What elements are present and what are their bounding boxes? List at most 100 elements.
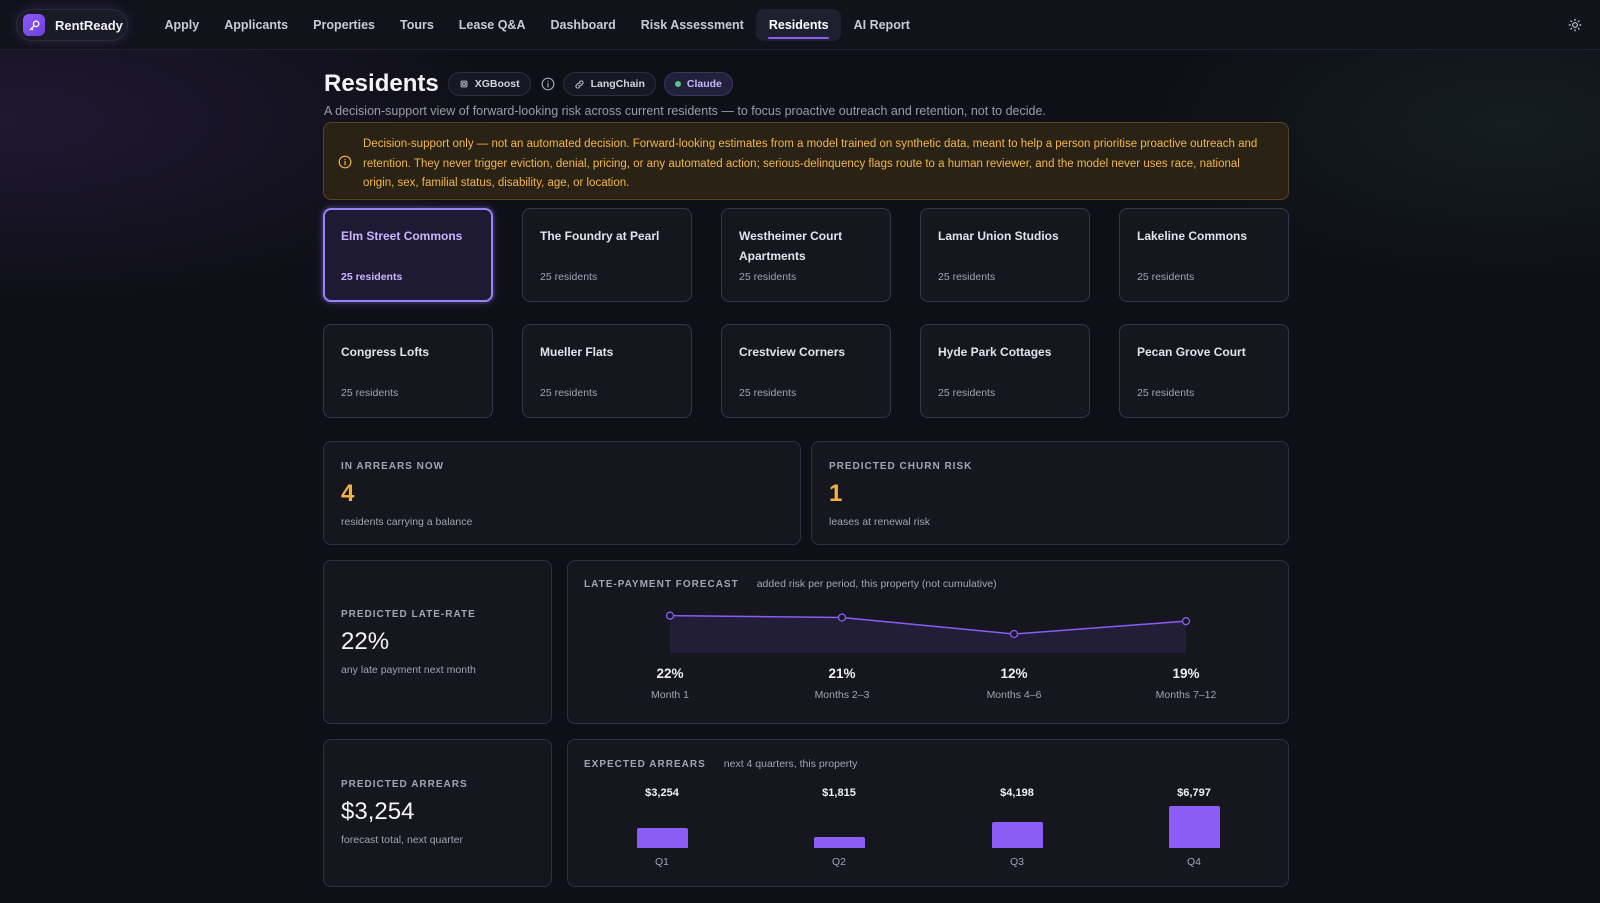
resident-count: 25 residents — [540, 271, 598, 283]
claude-badge: Claude — [663, 72, 733, 96]
nav-residents[interactable]: Residents — [756, 9, 842, 41]
page-subtitle: A decision-support view of forward-looki… — [324, 104, 1046, 118]
forecast-value: 12% — [1000, 666, 1028, 681]
forecast-point — [837, 613, 847, 622]
nav-apply[interactable]: Apply — [164, 18, 200, 32]
bar-category-label: Q1 — [654, 856, 669, 868]
resident-count: 25 residents — [341, 387, 399, 399]
claude-label: Claude — [686, 78, 722, 90]
property-card[interactable]: Westheimer Court Apartments 25 residents — [721, 208, 891, 302]
resident-count: 25 residents — [938, 271, 996, 283]
late-rate-card: PREDICTED LATE-RATE 22% any late payment… — [323, 560, 552, 724]
bar-value-label: $4,198 — [1000, 787, 1034, 799]
chart-title: LATE-PAYMENT FORECAST — [584, 579, 739, 590]
stat-label: PREDICTED CHURN RISK — [829, 461, 973, 472]
stat-sub: forecast total, next quarter — [341, 834, 463, 846]
page-title: Residents — [324, 70, 439, 97]
property-card[interactable]: Crestview Corners 25 residents — [721, 324, 891, 418]
arrears-bar — [1169, 806, 1220, 848]
property-card[interactable]: Lakeline Commons 25 residents — [1119, 208, 1289, 302]
bar-value-label: $1,815 — [822, 787, 856, 799]
property-name: Hyde Park Cottages — [938, 345, 1052, 359]
brand-logo[interactable]: RentReady — [16, 9, 128, 41]
forecast-period: Months 4–6 — [986, 689, 1042, 701]
brand-name: RentReady — [55, 17, 123, 33]
stat-value: $3,254 — [341, 798, 415, 825]
stat-value: 1 — [829, 480, 843, 507]
nav-risk-assessment[interactable]: Risk Assessment — [640, 18, 744, 32]
stat-sub: any late payment next month — [341, 664, 476, 676]
stat-label: IN ARREARS NOW — [341, 461, 445, 472]
key-icon — [23, 14, 45, 36]
nav-ai-report[interactable]: AI Report — [853, 18, 910, 32]
resident-count: 25 residents — [1137, 387, 1195, 399]
info-icon — [338, 155, 352, 174]
forecast-column: 22% Month 1 — [600, 666, 740, 701]
forecast-period: Months 7–12 — [1155, 689, 1217, 701]
forecast-value: 21% — [828, 666, 856, 681]
property-card[interactable]: Elm Street Commons 25 residents — [323, 208, 493, 302]
forecast-column: 21% Months 2–3 — [772, 666, 912, 701]
property-name: Pecan Grove Court — [1137, 345, 1246, 359]
resident-count: 25 residents — [1137, 271, 1195, 283]
sun-icon[interactable] — [1566, 16, 1584, 34]
xgboost-badge: XGBoost — [447, 72, 531, 96]
status-dot-icon — [674, 81, 681, 87]
property-card[interactable]: Pecan Grove Court 25 residents — [1119, 324, 1289, 418]
stat-value: 22% — [341, 628, 390, 655]
property-name: Crestview Corners — [739, 345, 846, 359]
chart-title: EXPECTED ARREARS — [584, 759, 706, 770]
arrears-bar — [992, 822, 1043, 848]
forecast-point — [1009, 629, 1019, 639]
resident-count: 25 residents — [739, 387, 797, 399]
property-name: Mueller Flats — [540, 345, 614, 359]
property-name: Elm Street Commons — [341, 229, 463, 243]
chart-note: next 4 quarters, this property — [723, 758, 858, 770]
property-card[interactable]: Mueller Flats 25 residents — [522, 324, 692, 418]
nav-lease-qa[interactable]: Lease Q&A — [458, 18, 526, 32]
churn-risk-card: PREDICTED CHURN RISK 1 leases at renewal… — [811, 441, 1289, 545]
late-payment-forecast-card: LATE-PAYMENT FORECAST added risk per per… — [567, 560, 1289, 724]
property-card[interactable]: Congress Lofts 25 residents — [323, 324, 493, 418]
nav-applicants[interactable]: Applicants — [224, 18, 289, 32]
bar-value-label: $3,254 — [645, 787, 679, 799]
resident-count: 25 residents — [341, 271, 403, 283]
late-forecast-chart — [665, 611, 1191, 653]
property-name: Lamar Union Studios — [938, 229, 1059, 243]
property-card[interactable]: Lamar Union Studios 25 residents — [920, 208, 1090, 302]
stat-label: PREDICTED ARREARS — [341, 779, 468, 790]
bar-category-label: Q4 — [1186, 856, 1201, 868]
expected-arrears-card: EXPECTED ARREARS next 4 quarters, this p… — [567, 739, 1289, 887]
arrears-bar — [637, 827, 688, 848]
stat-value: 4 — [341, 480, 355, 507]
xgboost-label: XGBoost — [474, 78, 520, 90]
bar-category-label: Q3 — [1009, 856, 1024, 868]
chart-note: added risk per period, this property (no… — [756, 578, 997, 590]
forecast-period: Month 1 — [651, 689, 689, 701]
nav-tours[interactable]: Tours — [399, 18, 434, 32]
bar-category-label: Q2 — [831, 856, 846, 868]
link-icon — [575, 79, 584, 89]
nav-dashboard[interactable]: Dashboard — [550, 18, 616, 32]
property-name: Westheimer Court Apartments — [739, 229, 843, 263]
property-card[interactable]: Hyde Park Cottages 25 residents — [920, 324, 1090, 418]
property-card[interactable]: The Foundry at Pearl 25 residents — [522, 208, 692, 302]
resident-count: 25 residents — [938, 387, 996, 399]
stat-sub: leases at renewal risk — [829, 516, 930, 528]
nav-properties[interactable]: Properties — [313, 18, 375, 32]
stat-label: PREDICTED LATE-RATE — [341, 609, 476, 620]
langchain-label: LangChain — [590, 78, 645, 90]
stat-sub: residents carrying a balance — [341, 516, 473, 528]
forecast-period: Months 2–3 — [814, 689, 870, 701]
forecast-value: 19% — [1172, 666, 1200, 681]
forecast-line — [669, 614, 1187, 635]
property-name: Lakeline Commons — [1137, 229, 1248, 243]
decision-support-notice: Decision-support only — not an automated… — [323, 122, 1289, 200]
info-icon[interactable] — [541, 77, 555, 91]
forecast-value: 22% — [656, 666, 684, 681]
notice-text: Decision-support only — not an automated… — [363, 138, 1258, 189]
resident-count: 25 residents — [540, 387, 598, 399]
forecast-column: 12% Months 4–6 — [944, 666, 1084, 701]
arrears-bar — [814, 836, 865, 848]
top-nav: RentReady Apply Applicants Properties Tours… — [0, 0, 1600, 50]
